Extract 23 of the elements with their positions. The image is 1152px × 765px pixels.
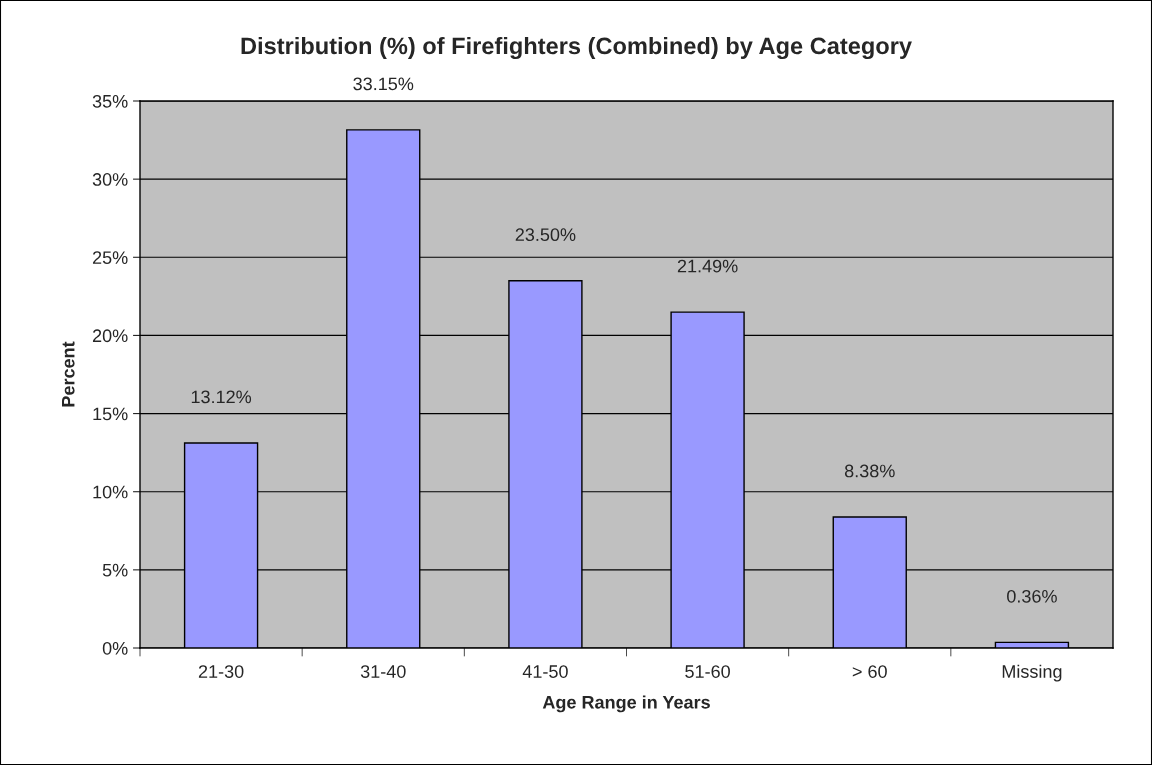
- x-tick-label: 41-50: [522, 665, 568, 678]
- data-label: 33.15%: [353, 77, 414, 91]
- data-label: 21.49%: [677, 259, 738, 273]
- chart-title: Distribution (%) of Firefighters (Combined) by Age Category: [241, 36, 912, 60]
- x-tick-label: Missing: [1002, 664, 1062, 682]
- y-tick-label: 20%: [92, 329, 128, 343]
- y-tick-label: 15%: [93, 407, 128, 421]
- data-label: 8.38%: [844, 464, 895, 478]
- y-tick-label: 30%: [92, 173, 128, 186]
- data-label: 0.36%: [1007, 589, 1057, 603]
- y-tick-label: 0%: [102, 641, 128, 655]
- x-tick-label: 51-60: [685, 665, 730, 678]
- data-label: 13.12%: [191, 390, 252, 404]
- y-axis-title: Percent: [62, 341, 75, 407]
- x-tick-label: 31-40: [360, 665, 406, 678]
- x-tick-label: 21-30: [198, 665, 244, 678]
- y-tick-label: 10%: [93, 485, 128, 499]
- x-tick-label: > 60: [852, 665, 887, 678]
- data-label: 23.50%: [515, 228, 576, 242]
- y-tick-label: 35%: [92, 94, 128, 108]
- y-tick-label: 25%: [92, 251, 128, 265]
- y-tick-label: 5%: [102, 563, 128, 577]
- x-axis-title: Age Range in Years: [542, 695, 710, 713]
